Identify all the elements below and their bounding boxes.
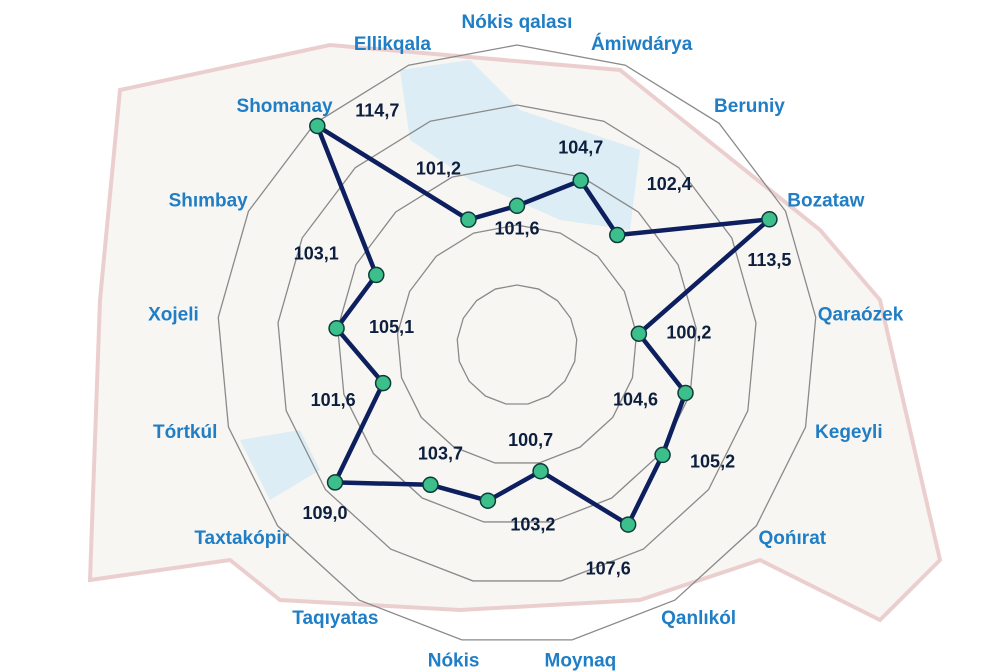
category-label: Bozataw [787, 190, 864, 211]
data-point [608, 226, 626, 244]
data-point [508, 197, 526, 215]
data-point [630, 325, 648, 342]
data-point [761, 211, 778, 228]
category-label: Qońırat [759, 528, 827, 549]
data-point [532, 462, 549, 480]
grid-ring [217, 44, 817, 641]
category-label: Beruniy [714, 96, 785, 117]
value-label: 101,6 [311, 390, 356, 410]
grid-ring [337, 164, 697, 523]
value-label: 104,7 [558, 137, 603, 157]
value-label: 100,2 [666, 322, 711, 342]
category-label: Tórtkúl [153, 422, 217, 443]
value-label: 107,6 [586, 558, 631, 578]
category-label: Qanlıkól [661, 608, 736, 629]
value-label: 105,2 [690, 452, 735, 472]
category-label: Kegeyli [815, 422, 883, 443]
category-label: Qaraózek [818, 304, 904, 325]
category-label: Shomanay [237, 96, 334, 117]
data-point [326, 474, 344, 491]
category-label: Shımbay [169, 190, 249, 211]
data-point [328, 320, 345, 337]
value-label: 114,7 [355, 101, 399, 121]
data-point [368, 266, 385, 284]
value-label: 104,6 [613, 390, 658, 410]
category-label: Ellikqala [354, 34, 432, 55]
data-line [315, 123, 772, 527]
grid-ring [396, 224, 638, 464]
value-label: 105,1 [369, 317, 414, 337]
value-label: 102,4 [647, 174, 692, 194]
data-point [654, 446, 671, 464]
data-point [422, 476, 439, 494]
value-label: 103,7 [418, 444, 463, 464]
data-point [374, 374, 392, 392]
category-label: Xojeli [148, 304, 199, 325]
category-label: Moynaq [545, 651, 617, 671]
grid-ring [456, 284, 578, 405]
value-label: 103,2 [510, 514, 555, 534]
category-label: Ámiwdárya [591, 33, 693, 55]
value-label: 103,1 [294, 244, 339, 264]
value-label: 113,5 [747, 250, 791, 270]
data-point [479, 492, 497, 509]
category-label: Taxtakópir [194, 528, 289, 549]
category-label: Nókis [428, 651, 480, 671]
data-point [460, 211, 477, 228]
value-label: 101,2 [416, 158, 461, 178]
data-point [677, 384, 694, 402]
data-point [572, 172, 589, 189]
category-label: Nókis qalası [462, 12, 573, 33]
category-label: Taqıyatas [292, 608, 378, 629]
value-label: 101,6 [494, 219, 539, 239]
data-point [309, 117, 326, 135]
value-label: 109,0 [303, 503, 348, 523]
data-point [619, 516, 637, 533]
value-label: 100,7 [508, 430, 553, 450]
